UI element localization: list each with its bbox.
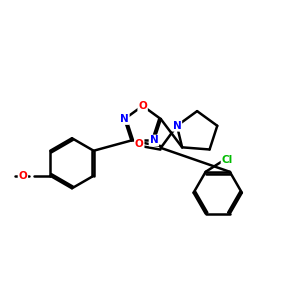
Text: N: N	[172, 121, 181, 131]
Text: N: N	[120, 114, 129, 124]
Text: O: O	[135, 139, 144, 149]
Text: O: O	[19, 171, 27, 181]
Text: O: O	[138, 101, 147, 111]
Text: N: N	[149, 136, 158, 146]
Text: Cl: Cl	[221, 155, 233, 165]
